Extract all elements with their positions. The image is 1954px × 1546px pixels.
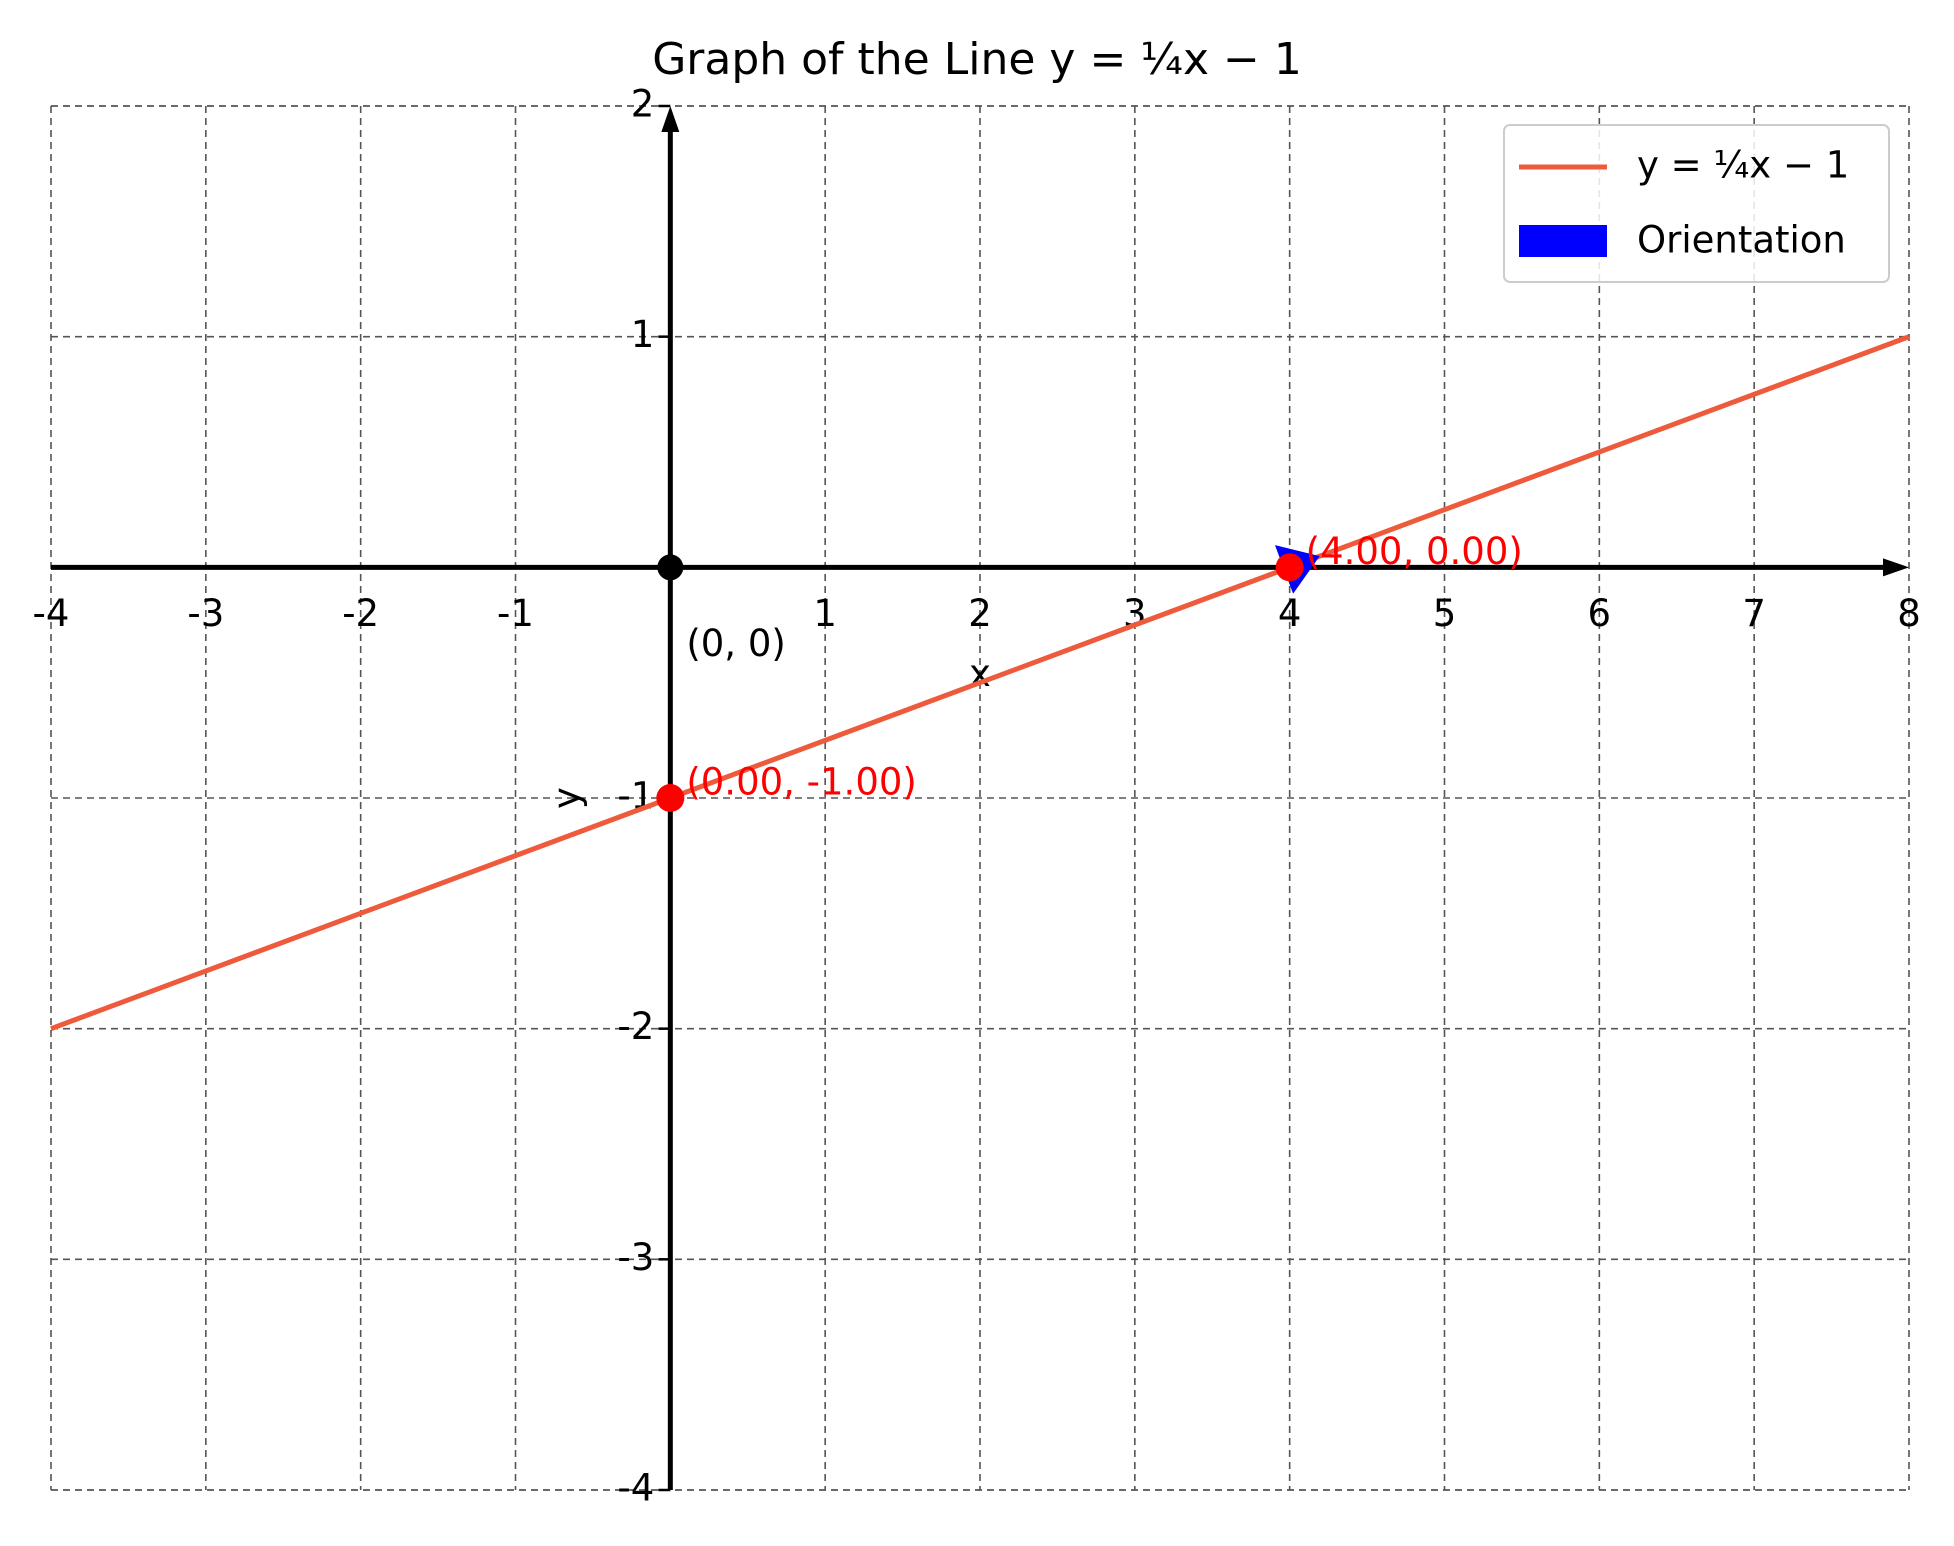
- x-axis-label: x: [969, 652, 991, 695]
- x-tick-label: -2: [342, 592, 379, 635]
- x-tick-label: 8: [1897, 592, 1921, 635]
- point-label: (4.00, 0.00): [1306, 530, 1523, 573]
- x-tick-label: -3: [187, 592, 224, 635]
- y-axis-label: y: [545, 787, 588, 809]
- y-axis-arrow: [661, 106, 680, 132]
- y-tick-label: -3: [617, 1236, 654, 1279]
- y-tick-label: -2: [617, 1005, 654, 1048]
- line-series: [50, 334, 1910, 1032]
- point: [656, 784, 685, 812]
- x-tick-label: 2: [968, 592, 992, 635]
- x-tick-label: 6: [1588, 592, 1612, 635]
- legend-swatch: [1519, 225, 1607, 257]
- x-tick-label: 7: [1742, 592, 1766, 635]
- x-tick-label: -4: [33, 592, 70, 635]
- x-tick-label: 1: [813, 592, 837, 635]
- y-tick-label: 1: [631, 313, 655, 356]
- point: [1275, 553, 1304, 582]
- origin-point: [657, 554, 684, 581]
- x-axis-arrow: [1883, 558, 1909, 577]
- x-tick-label: 5: [1433, 592, 1457, 635]
- legend-label: Orientation: [1637, 219, 1846, 262]
- y-tick-label: 2: [631, 83, 655, 126]
- legend-label: y = ¼x − 1: [1637, 144, 1849, 187]
- point-label: (0.00, -1.00): [686, 761, 917, 804]
- x-tick-label: -1: [497, 592, 534, 635]
- chart-title: Graph of the Line y = ¼x − 1: [652, 34, 1302, 85]
- y-tick-label: -4: [617, 1467, 654, 1510]
- origin-label: (0, 0): [686, 622, 785, 665]
- x-tick-label: 4: [1278, 592, 1302, 635]
